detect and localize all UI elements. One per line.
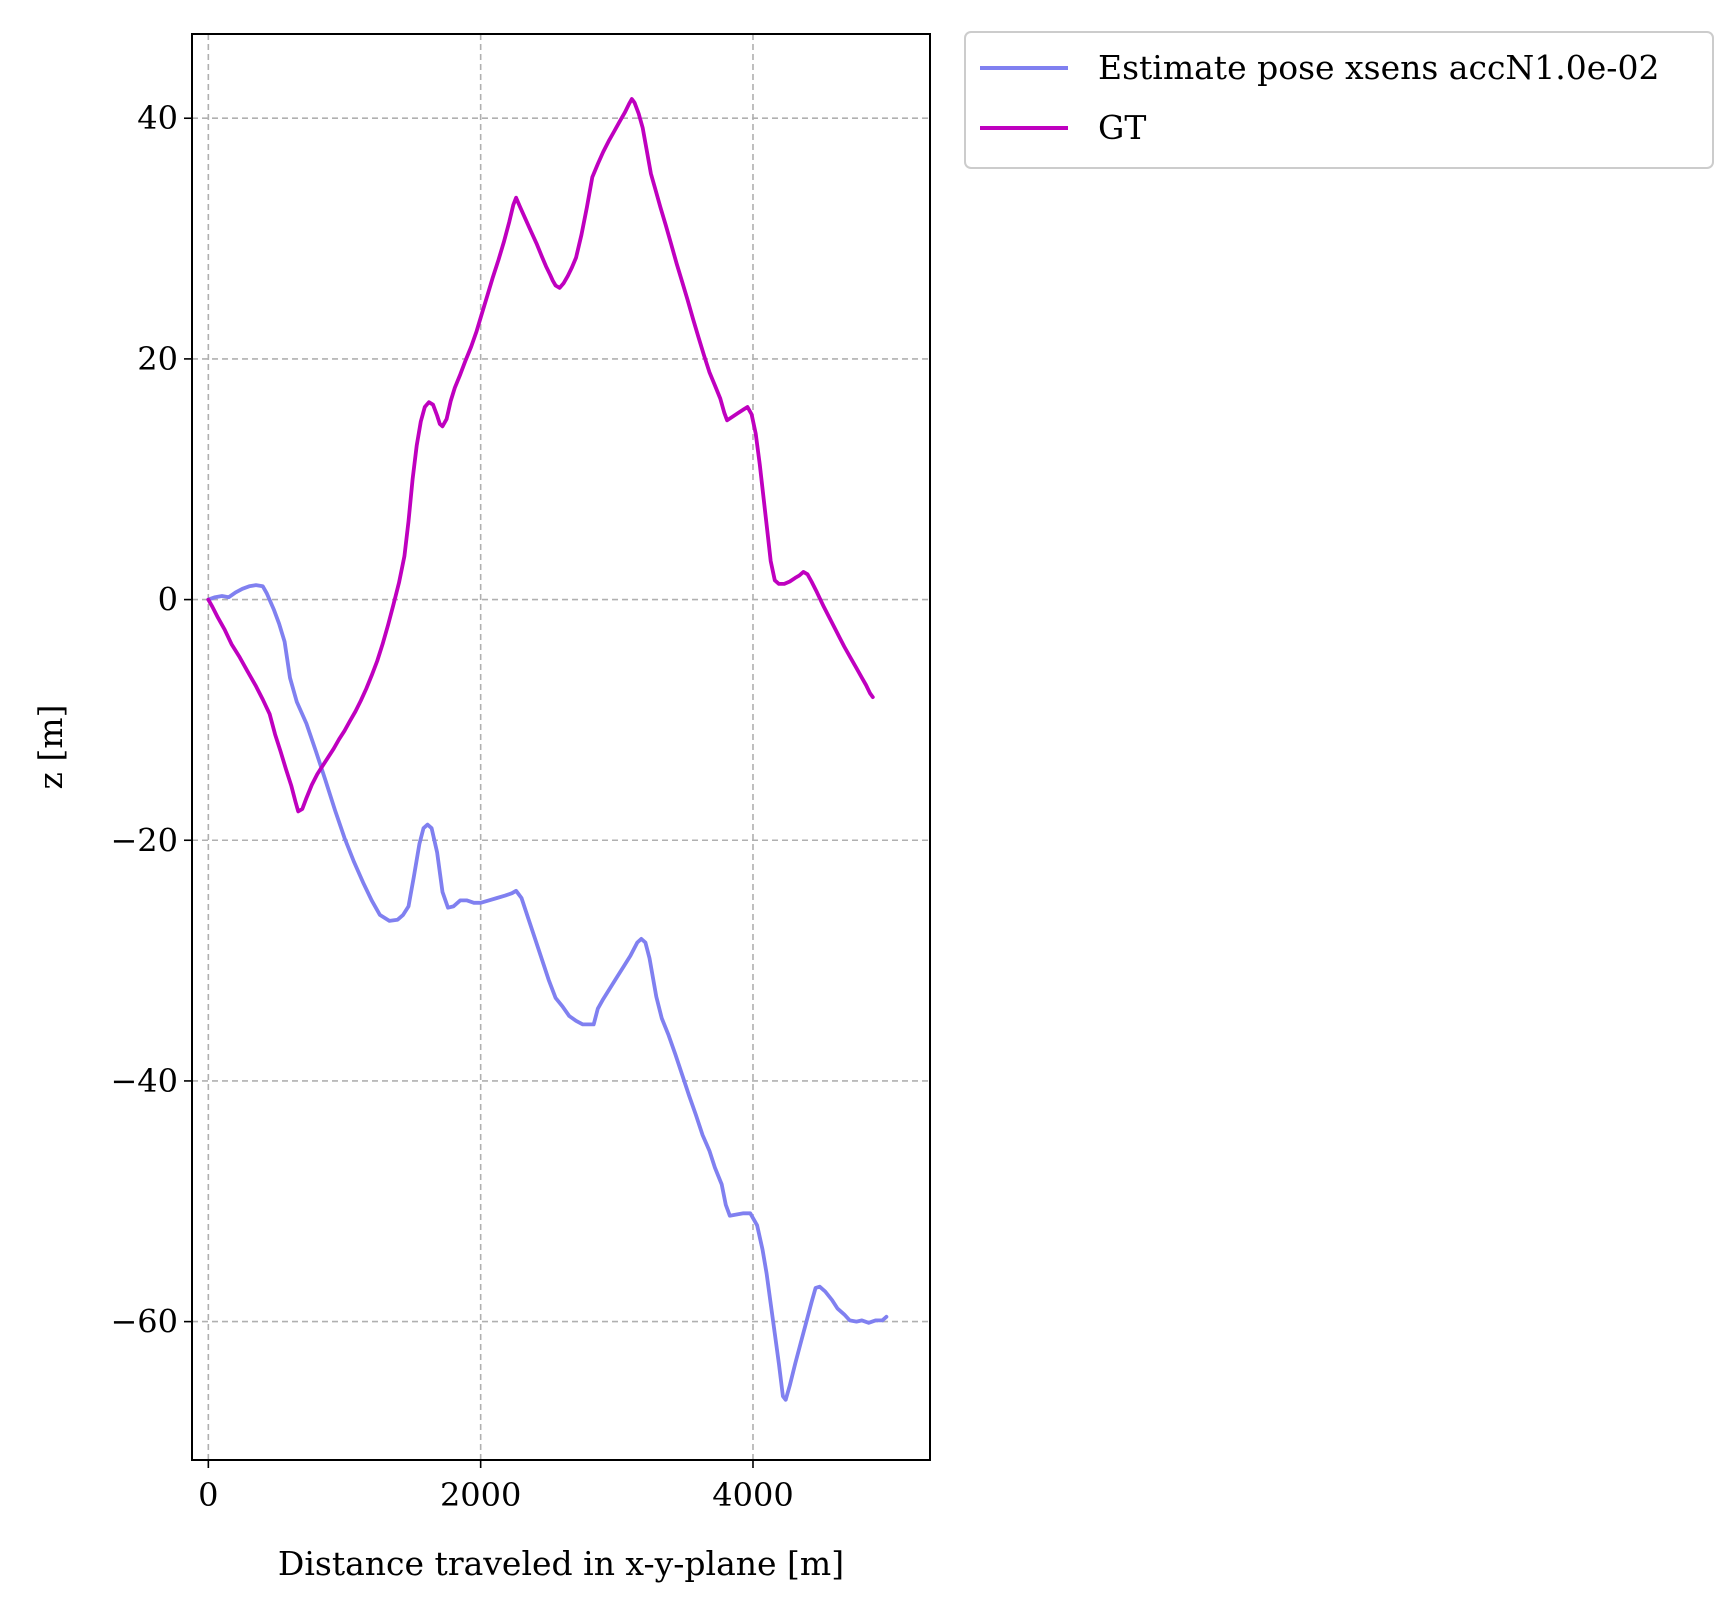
series-line-gt: [206, 97, 875, 814]
y-axis-label: z [m]: [31, 705, 70, 790]
legend-box: [964, 31, 1714, 169]
series-line-estimate: [206, 583, 889, 1402]
x-tick-label-2: 4000: [712, 1476, 793, 1514]
grid: [192, 34, 930, 1460]
y-tick-label-4: −40: [110, 1062, 178, 1100]
y-tick-label-1: 20: [137, 340, 178, 378]
series-layer: [206, 97, 889, 1402]
x-tick-label-1: 2000: [440, 1476, 521, 1514]
y-tick-label-2: 0: [158, 581, 178, 619]
plot-frame: [191, 33, 931, 1461]
ticks: 0 2000 4000 40 20 0 −20 −40 −60: [110, 99, 793, 1514]
legend-label-estimate: Estimate pose xsens accN1.0e-02: [1098, 48, 1659, 87]
y-tick-label-5: −60: [110, 1303, 178, 1341]
y-tick-label-3: −20: [110, 821, 178, 859]
x-tick-label-0: 0: [198, 1476, 218, 1514]
x-axis-label: Distance traveled in x-y-plane [m]: [278, 1544, 844, 1583]
legend-label-gt: GT: [1098, 108, 1146, 147]
legend: Estimate pose xsens accN1.0e-02 GT: [964, 31, 1714, 169]
y-tick-label-0: 40: [137, 99, 178, 137]
